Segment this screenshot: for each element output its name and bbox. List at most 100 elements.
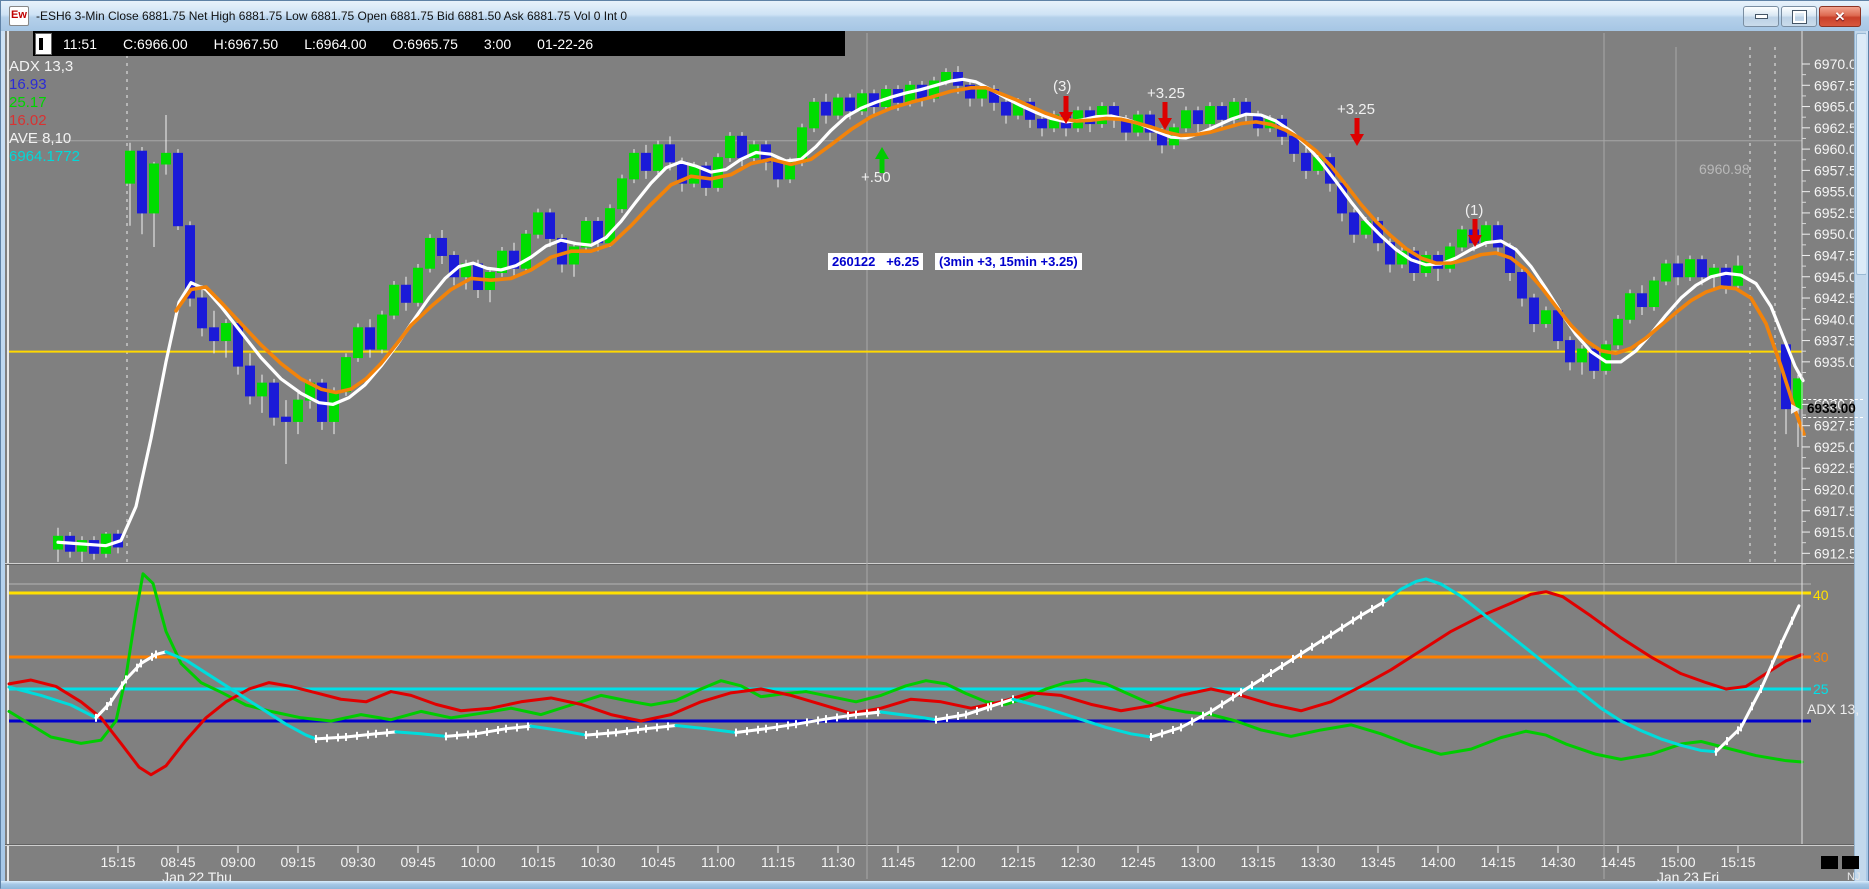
sell-arrow-icon <box>1468 235 1482 247</box>
trade-id-box[interactable]: 260122 +6.25 <box>828 253 924 270</box>
price-tick-label: 6940.00 <box>1814 311 1865 327</box>
price-tick-label: 6947.50 <box>1814 247 1865 263</box>
minimize-button[interactable] <box>1743 6 1779 27</box>
price-tick-label: 6915.00 <box>1814 524 1865 540</box>
adx-cross-segment <box>584 723 678 737</box>
axis-groove-light <box>5 845 1862 846</box>
annotation-label: +3.25 <box>1147 85 1185 102</box>
candle <box>365 327 375 350</box>
candle <box>665 144 675 163</box>
price-tick-label: 6957.50 <box>1814 162 1865 178</box>
vertical-scrollbar[interactable] <box>1854 31 1866 881</box>
candle <box>845 97 855 112</box>
price-tick-label: 6962.50 <box>1814 120 1865 136</box>
candle <box>821 101 831 116</box>
candle <box>329 391 339 422</box>
candle <box>1661 263 1671 282</box>
time-label: 10:30 <box>580 854 615 870</box>
candle <box>545 212 555 239</box>
candle <box>977 89 987 99</box>
candle <box>569 246 579 265</box>
adx-cyan-segment <box>879 710 938 722</box>
window-bottom-border <box>1 881 1869 889</box>
bar-low: L:6964.00 <box>304 35 367 52</box>
axis-widget-square-1[interactable] <box>1821 856 1838 869</box>
price-tick-label: 6917.50 <box>1814 503 1865 519</box>
candle <box>1301 152 1311 171</box>
lower-scale-30: 30 <box>1813 649 1829 665</box>
time-label: 11:45 <box>881 854 915 870</box>
scrollbar-thumb[interactable] <box>1856 33 1866 275</box>
candle <box>425 237 435 269</box>
candle <box>965 84 975 99</box>
lower-scale-40: 40 <box>1813 587 1829 603</box>
candle <box>605 208 615 244</box>
ma-slow-line <box>174 86 1806 436</box>
time-label: 10:45 <box>640 854 675 870</box>
candle <box>377 314 387 350</box>
candle <box>125 150 135 184</box>
pane-divider <box>5 563 1862 564</box>
adx-cross-segment <box>1149 599 1388 739</box>
buy-arrow-icon <box>875 147 889 159</box>
sell-arrow-icon <box>1158 118 1172 130</box>
adx-red-line <box>7 590 1804 777</box>
candle <box>1193 110 1203 125</box>
price-tick-label: 6912.50 <box>1814 545 1865 561</box>
bar-date: 01-22-26 <box>537 35 594 52</box>
time-label: 12:30 <box>1060 854 1095 870</box>
price-tick-label: 6920.00 <box>1814 482 1865 498</box>
time-label: 15:15 <box>100 854 135 870</box>
trade-detail-box[interactable]: (3min +3, 15min +3.25) <box>935 253 1082 270</box>
candle <box>725 135 735 159</box>
candle <box>1529 297 1539 325</box>
time-label: 09:15 <box>280 854 315 870</box>
candle <box>413 267 423 303</box>
candle <box>401 284 411 303</box>
time-label: 11:00 <box>701 854 735 870</box>
adx-cyan-segment <box>674 723 738 735</box>
time-label: 13:30 <box>1300 854 1335 870</box>
price-tick-label: 6922.50 <box>1814 460 1865 476</box>
time-label: 09:30 <box>340 854 375 870</box>
axis-widget-square-2[interactable] <box>1842 856 1859 869</box>
close-button[interactable]: ✕ <box>1819 6 1861 27</box>
candle <box>1001 101 1011 116</box>
restore-button[interactable] <box>1781 6 1817 27</box>
candle <box>473 263 483 291</box>
candle <box>1217 106 1227 120</box>
price-tick-label: 6950.00 <box>1814 226 1865 242</box>
adx-cyan-segment <box>1011 697 1153 739</box>
candle <box>617 178 627 210</box>
time-label: 08:45 <box>160 854 195 870</box>
price-tick-label: 6952.50 <box>1814 205 1865 221</box>
candle <box>1205 106 1215 125</box>
cursor-tool-icon[interactable] <box>35 33 52 55</box>
last-price-arrow-icon <box>1791 403 1800 414</box>
candle <box>173 152 183 227</box>
candle <box>1685 259 1695 278</box>
title-bar[interactable]: Ew -ESH6 3-Min Close 6881.75 Net High 68… <box>1 1 1869 31</box>
candle <box>497 250 507 273</box>
time-label: 09:00 <box>220 854 255 870</box>
level-price-label: 6960.98 <box>1699 160 1750 177</box>
candle <box>1481 225 1491 244</box>
price-tick-label: 6960.00 <box>1814 141 1865 157</box>
candle <box>1625 293 1635 320</box>
candle <box>1517 271 1527 299</box>
candle <box>245 365 255 397</box>
adx-value-red: 16.02 <box>9 112 47 129</box>
price-tick-label: 6970.00 <box>1814 56 1865 72</box>
candle <box>509 250 519 269</box>
sell-arrow-icon <box>1472 219 1478 235</box>
time-label: 11:30 <box>821 854 855 870</box>
time-label: 14:30 <box>1540 854 1575 870</box>
candle <box>809 101 819 129</box>
candle <box>389 284 399 316</box>
candle <box>653 144 663 171</box>
price-tick-label: 6942.50 <box>1814 290 1865 306</box>
pane-divider-shadow <box>5 564 1862 565</box>
candle <box>581 220 591 248</box>
adx-cross-segment <box>444 724 533 738</box>
